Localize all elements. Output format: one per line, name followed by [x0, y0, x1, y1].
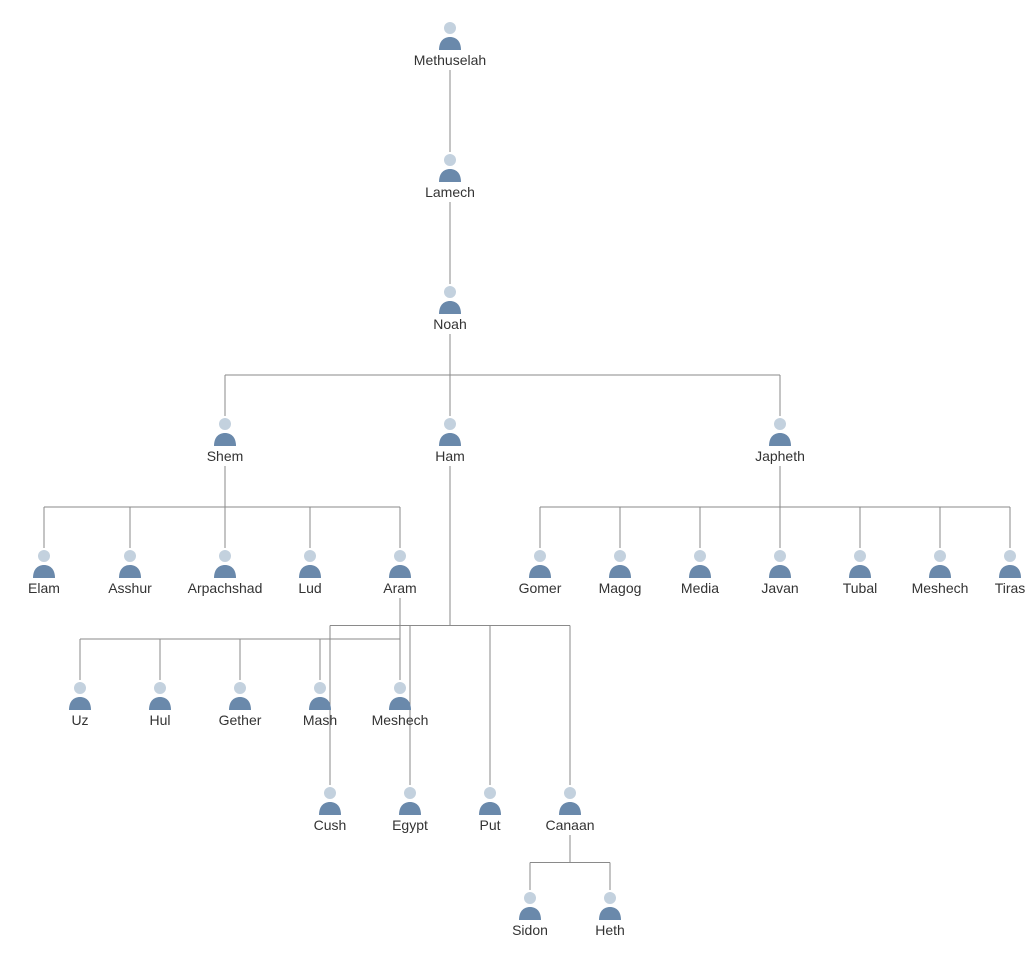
node-label: Egypt [370, 817, 450, 833]
node-label: Javan [740, 580, 820, 596]
node-label: Canaan [530, 817, 610, 833]
tree-node-lud: Lud [270, 548, 350, 596]
tree-node-hul: Hul [120, 680, 200, 728]
person-icon [530, 785, 610, 815]
person-icon [970, 548, 1030, 578]
node-label: Heth [570, 922, 650, 938]
node-label: Magog [580, 580, 660, 596]
tree-node-lamech: Lamech [410, 152, 490, 200]
tree-node-arpachshad: Arpachshad [185, 548, 265, 596]
person-icon [4, 548, 84, 578]
person-icon [570, 890, 650, 920]
node-label: Shem [185, 448, 265, 464]
node-label: Tiras [970, 580, 1030, 596]
node-label: Elam [4, 580, 84, 596]
tree-node-methuselah: Methuselah [410, 20, 490, 68]
node-label: Methuselah [410, 52, 490, 68]
tree-node-gomer: Gomer [500, 548, 580, 596]
person-icon [360, 680, 440, 710]
person-icon [410, 152, 490, 182]
person-icon [290, 785, 370, 815]
person-icon [580, 548, 660, 578]
node-label: Asshur [90, 580, 170, 596]
tree-node-javan: Javan [740, 548, 820, 596]
person-icon [820, 548, 900, 578]
person-icon [490, 890, 570, 920]
node-label: Aram [360, 580, 440, 596]
node-label: Lud [270, 580, 350, 596]
person-icon [660, 548, 740, 578]
tree-node-aram: Aram [360, 548, 440, 596]
person-icon [120, 680, 200, 710]
tree-node-japheth: Japheth [740, 416, 820, 464]
tree-node-meshech: Meshech [900, 548, 980, 596]
tree-node-gether: Gether [200, 680, 280, 728]
tree-node-ham: Ham [410, 416, 490, 464]
node-label: Uz [40, 712, 120, 728]
tree-node-uz: Uz [40, 680, 120, 728]
tree-node-canaan: Canaan [530, 785, 610, 833]
tree-node-egypt: Egypt [370, 785, 450, 833]
node-label: Ham [410, 448, 490, 464]
person-icon [90, 548, 170, 578]
node-label: Hul [120, 712, 200, 728]
tree-node-mash: Mash [280, 680, 360, 728]
tree-node-magog: Magog [580, 548, 660, 596]
tree-node-asshur: Asshur [90, 548, 170, 596]
tree-node-noah: Noah [410, 284, 490, 332]
node-label: Tubal [820, 580, 900, 596]
node-label: Put [450, 817, 530, 833]
node-label: Noah [410, 316, 490, 332]
person-icon [410, 284, 490, 314]
tree-node-shem: Shem [185, 416, 265, 464]
person-icon [410, 20, 490, 50]
node-label: Lamech [410, 184, 490, 200]
person-icon [185, 416, 265, 446]
person-icon [200, 680, 280, 710]
node-label: Media [660, 580, 740, 596]
person-icon [500, 548, 580, 578]
tree-node-sidon: Sidon [490, 890, 570, 938]
tree-node-media: Media [660, 548, 740, 596]
node-label: Meshech [360, 712, 440, 728]
node-label: Cush [290, 817, 370, 833]
person-icon [370, 785, 450, 815]
tree-node-tiras: Tiras [970, 548, 1030, 596]
person-icon [280, 680, 360, 710]
person-icon [185, 548, 265, 578]
node-label: Japheth [740, 448, 820, 464]
person-icon [410, 416, 490, 446]
tree-node-meshech2: Meshech [360, 680, 440, 728]
node-label: Meshech [900, 580, 980, 596]
family-tree-canvas: Methuselah Lamech Noah Shem Ham Japheth [0, 0, 1030, 962]
tree-node-elam: Elam [4, 548, 84, 596]
node-label: Arpachshad [185, 580, 265, 596]
tree-node-heth: Heth [570, 890, 650, 938]
person-icon [740, 416, 820, 446]
person-icon [450, 785, 530, 815]
tree-node-cush: Cush [290, 785, 370, 833]
person-icon [40, 680, 120, 710]
person-icon [740, 548, 820, 578]
node-label: Gether [200, 712, 280, 728]
tree-node-put: Put [450, 785, 530, 833]
node-label: Gomer [500, 580, 580, 596]
node-label: Mash [280, 712, 360, 728]
person-icon [900, 548, 980, 578]
node-label: Sidon [490, 922, 570, 938]
person-icon [360, 548, 440, 578]
tree-node-tubal: Tubal [820, 548, 900, 596]
person-icon [270, 548, 350, 578]
